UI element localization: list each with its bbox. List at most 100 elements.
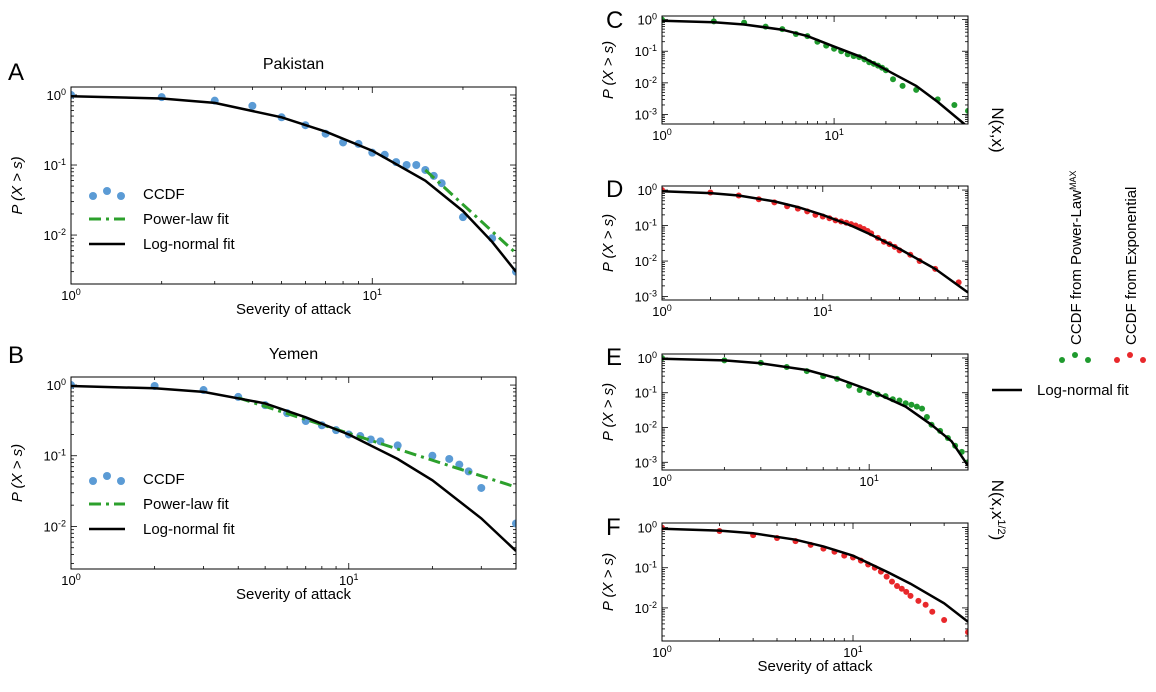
power-law-fit-line (237, 396, 516, 489)
lognormal-fit-line (662, 190, 968, 294)
power-law-fit-line (424, 168, 516, 255)
y-tick-label: 10-3 (635, 289, 657, 305)
x-tick-label: 101 (843, 644, 862, 660)
y-tick-label: 100 (47, 87, 66, 103)
y-tick-exp: -2 (649, 600, 657, 610)
data-point (888, 578, 895, 585)
y-tick-base: 10 (635, 561, 649, 576)
legend-marker-dot (117, 477, 125, 485)
y-tick-base: 10 (47, 88, 61, 103)
y-tick-label: 100 (638, 520, 657, 536)
x-tick-label: 101 (363, 287, 382, 303)
side-legend-green-dot (1085, 357, 1091, 363)
y-tick-exp: -1 (649, 560, 657, 570)
y-tick-label: 10-1 (635, 218, 657, 234)
axes-frame (661, 185, 969, 301)
y-axis-label: P (X > s) (600, 383, 617, 441)
data-point (890, 76, 897, 83)
y-tick-exp: 0 (61, 377, 66, 387)
y-tick-exp: 0 (652, 182, 657, 192)
x-tick-label: 101 (339, 572, 358, 588)
y-tick-exp: -2 (649, 420, 657, 430)
y-tick-label: 100 (638, 182, 657, 198)
y-tick-label: 10-3 (635, 454, 657, 470)
side-legend-red-dot (1140, 357, 1146, 363)
y-tick-label: 100 (638, 350, 657, 366)
side-legend-lognormal-label: Log-normal fit (1037, 382, 1130, 399)
x-tick-base: 10 (652, 645, 666, 660)
y-tick-exp: -2 (58, 227, 66, 237)
y-tick-base: 10 (635, 254, 649, 269)
data-point (412, 161, 421, 170)
y-tick-base: 10 (635, 107, 649, 122)
x-tick-exp: 1 (353, 572, 358, 582)
data-point (951, 101, 958, 108)
data-point (883, 573, 890, 580)
data-point (393, 441, 402, 450)
data-point (915, 597, 922, 604)
data-point (445, 454, 454, 463)
x-tick-label: 101 (859, 473, 878, 489)
side-legend-green-dot (1072, 352, 1078, 358)
x-tick-exp: 1 (377, 287, 382, 297)
x-tick-base: 10 (843, 645, 857, 660)
legend: CCDF Power-law fit Log-normal fit (89, 186, 236, 253)
legend-label: Power-law fit (143, 496, 230, 513)
legend-marker-dot (89, 477, 97, 485)
data-point (903, 588, 910, 595)
x-tick-exp: 0 (667, 303, 672, 313)
x-tick-exp: 1 (839, 127, 844, 137)
x-tick-exp: 0 (667, 473, 672, 483)
legend-label: CCDF (143, 186, 185, 203)
x-tick-label: 100 (652, 127, 671, 143)
x-tick-base: 10 (824, 128, 838, 143)
plot-area (662, 354, 968, 467)
chart-title: Yemen (269, 346, 318, 363)
lognormal-fit-line (662, 19, 967, 124)
data-point (919, 405, 926, 412)
data-point (402, 161, 411, 170)
x-tick-label: 100 (652, 473, 671, 489)
x-tick-exp: 0 (667, 644, 672, 654)
x-tick-label: 100 (61, 572, 80, 588)
x-tick-base: 10 (61, 573, 75, 588)
x-tick-label: 101 (813, 303, 832, 319)
y-tick-exp: -1 (649, 43, 657, 53)
x-tick-label: 100 (652, 644, 671, 660)
y-tick-label: 10-2 (44, 227, 66, 243)
data-point (894, 583, 901, 590)
x-tick-label: 100 (61, 287, 80, 303)
y-axis-label: P (X > s) (600, 41, 617, 99)
x-tick-exp: 0 (76, 287, 81, 297)
data-point (899, 82, 906, 89)
side-legend: CCDF from Power-LawMAX CCDF from Exponen… (992, 170, 1146, 399)
data-point (913, 403, 920, 410)
panel-letter: E (606, 344, 622, 371)
data-point (908, 401, 915, 408)
panel-letter: C (606, 7, 623, 34)
data-point (428, 451, 437, 460)
y-tick-base: 10 (635, 601, 649, 616)
x-axis-label: Severity of attack (757, 658, 873, 675)
y-tick-base: 10 (638, 13, 652, 28)
y-tick-exp: 0 (652, 520, 657, 530)
side-label-nxsqrt: N(x,x1/2) (988, 480, 1007, 541)
y-tick-label: 10-1 (635, 385, 657, 401)
legend-label: Power-law fit (143, 211, 230, 228)
y-tick-label: 100 (47, 377, 66, 393)
y-tick-base: 10 (635, 219, 649, 234)
data-point (512, 519, 516, 528)
x-tick-exp: 0 (667, 127, 672, 137)
axes-frame (661, 15, 969, 125)
y-tick-exp: -2 (649, 75, 657, 85)
legend: CCDF Power-law fit Log-normal fit (89, 471, 236, 538)
x-axis-label: Severity of attack (236, 301, 352, 318)
y-tick-label: 10-1 (44, 157, 66, 173)
axes-frame (661, 353, 969, 471)
data-point (965, 107, 968, 114)
